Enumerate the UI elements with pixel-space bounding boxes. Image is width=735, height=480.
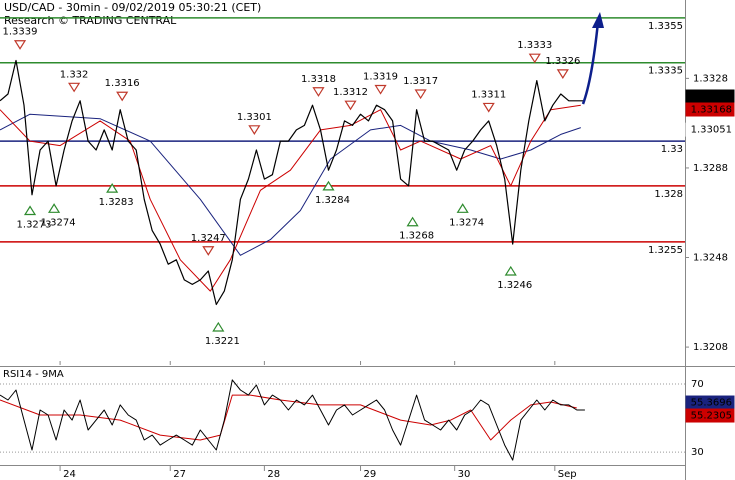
annotation-label: 1.3312: [333, 87, 368, 98]
annotation-label: 1.3274: [449, 217, 484, 228]
annotation-label: 1.3339: [3, 27, 38, 38]
annotation-label: 1.3333: [517, 40, 552, 51]
high-marker: [312, 87, 325, 97]
low-marker: [47, 203, 61, 213]
annotation-label: 1.3318: [301, 74, 336, 85]
price-tag-label: 1.33168: [691, 105, 732, 116]
annotation-label: 1.3246: [497, 280, 532, 291]
high-marker: [414, 89, 427, 100]
annotation-label: 1.3316: [105, 78, 140, 89]
high-marker: [202, 246, 215, 256]
annotation-label: 1.3311: [471, 89, 506, 100]
rsi-line: [0, 394, 577, 441]
arrow-shaft: [581, 21, 600, 105]
high-marker: [556, 69, 569, 79]
low-marker: [322, 180, 335, 191]
level-label: 1.33: [661, 144, 683, 155]
high-marker: [116, 91, 129, 102]
forecast-arrow: [581, 12, 604, 105]
annotation-label: 1.3319: [363, 72, 398, 83]
price-tag: [685, 408, 735, 423]
annotation-label: 1.3221: [205, 336, 240, 347]
annotation-label: 1.3326: [545, 56, 580, 67]
annotation-label: 1.3284: [315, 195, 350, 206]
x-tick-label: 24: [63, 469, 76, 480]
rsi-line: [0, 379, 585, 461]
annotation-label: 1.3274: [41, 217, 76, 228]
y-tick-label: 1.3328: [693, 73, 728, 84]
x-tick-label: 27: [173, 469, 186, 480]
level-label: 1.3355: [648, 21, 683, 32]
level-label: 1.3335: [648, 66, 683, 77]
price-tag: [685, 102, 735, 117]
annotation-label: 1.3247: [191, 233, 226, 244]
price-tag-label: 55.3696: [691, 398, 732, 409]
level-label: 1.3255: [648, 245, 683, 256]
annotation-label: 1.3283: [99, 197, 134, 208]
annotation-label: 1.3317: [403, 76, 438, 87]
high-marker: [13, 40, 27, 50]
price-line: [0, 104, 581, 292]
y-tick-label: 1.3288: [693, 163, 728, 174]
price-tag-label: 1.33172: [691, 92, 732, 103]
high-marker: [68, 82, 81, 93]
low-marker: [406, 216, 419, 227]
annotation-label: 1.332: [60, 69, 89, 80]
price-tag-label: 55.2305: [691, 411, 732, 422]
high-marker: [482, 102, 495, 113]
price-line: [0, 59, 585, 306]
low-marker: [504, 265, 517, 276]
low-marker: [212, 321, 225, 332]
high-marker: [528, 53, 541, 64]
chart-title: USD/CAD - 30min - 09/02/2019 05:30:21 (C…: [4, 1, 261, 14]
high-marker: [248, 125, 261, 135]
annotation-label: 1.3301: [237, 112, 272, 123]
level-label: 1.328: [654, 189, 683, 200]
chart-subtitle: Research © TRADING CENTRAL: [4, 14, 177, 27]
x-tick-label: 29: [364, 469, 377, 480]
rsi-tick-label: 30: [691, 447, 704, 458]
high-marker: [374, 84, 387, 95]
annotation-label: 1.3268: [399, 231, 434, 242]
price-line: [0, 113, 581, 256]
low-marker: [106, 183, 119, 193]
x-tick-label: Sep: [558, 469, 577, 480]
price-tag: [685, 122, 735, 137]
rsi-title: RSI14 - 9MA: [3, 369, 64, 380]
x-tick-label: 28: [267, 469, 280, 480]
high-marker: [344, 100, 357, 111]
price-tag-label: 1.33051: [691, 125, 732, 136]
rsi-tick-label: 70: [691, 379, 704, 390]
low-marker: [456, 203, 469, 213]
y-tick-label: 1.3248: [693, 253, 728, 264]
low-marker: [23, 205, 37, 216]
arrow-head: [592, 12, 604, 28]
x-tick-label: 30: [458, 469, 471, 480]
annotation-label: 1.3273: [17, 220, 52, 231]
y-tick-label: 1.3208: [693, 342, 728, 353]
